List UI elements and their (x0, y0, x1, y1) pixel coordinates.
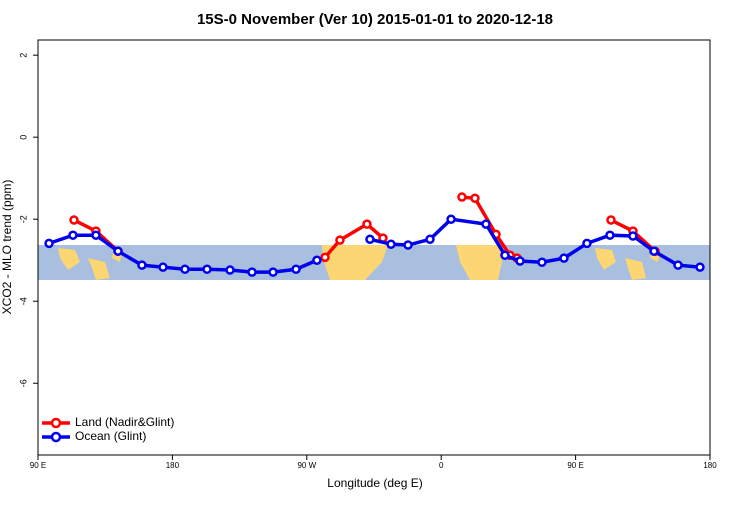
plot-frame (37, 39, 711, 456)
x-tick-label: 90 E (30, 461, 46, 470)
x-tick-label: 0 (439, 461, 444, 470)
legend-marker (50, 417, 62, 429)
data-point (225, 265, 235, 275)
data-point (649, 246, 659, 256)
data-point (91, 230, 101, 240)
data-point (312, 255, 322, 265)
data-point (320, 252, 330, 263)
data-point (457, 192, 467, 202)
data-point (606, 215, 616, 225)
data-point (180, 264, 190, 274)
data-point (69, 215, 79, 225)
chart-title: 15S-0 November (Ver 10) 2015-01-01 to 20… (197, 11, 553, 28)
data-point (68, 230, 78, 240)
data-point (158, 262, 168, 272)
legend-label: Land (Nadir&Glint) (75, 415, 174, 429)
data-point (537, 257, 547, 268)
data-point (515, 256, 525, 266)
data-point (582, 238, 592, 249)
data-point (425, 234, 435, 245)
data-point (362, 219, 372, 229)
y-tick-label: 0 (18, 135, 28, 140)
data-point (335, 235, 345, 245)
x-tick-label: 180 (703, 461, 717, 470)
data-point (202, 264, 212, 274)
data-point (247, 267, 257, 277)
data-point (365, 234, 375, 245)
x-tick-label: 180 (166, 461, 180, 470)
data-point (695, 262, 705, 272)
y-axis-label: XCO2 - MLO trend (ppm) (0, 180, 14, 315)
data-point (291, 264, 301, 274)
data-point (559, 253, 569, 263)
y-tick-label: -6 (18, 379, 28, 387)
legend-marker (50, 431, 62, 443)
data-point (44, 238, 54, 249)
data-point (470, 193, 480, 204)
continents (58, 245, 660, 280)
data-point (386, 239, 396, 249)
data-point (446, 214, 456, 224)
data-point (628, 231, 638, 241)
y-tick-label: -4 (18, 297, 28, 305)
data-point (481, 219, 491, 229)
x-tick-label: 90 W (297, 461, 316, 470)
data-point (673, 260, 683, 270)
data-point (137, 260, 147, 270)
data-point (403, 240, 413, 250)
x-axis-label: Longitude (deg E) (327, 476, 422, 490)
x-tick-label: 90 E (567, 461, 583, 470)
legend-label: Ocean (Glint) (75, 429, 146, 443)
y-tick-label: 2 (18, 53, 28, 58)
data-point (113, 246, 123, 256)
data-point (500, 250, 510, 261)
data-point (268, 267, 278, 277)
data-point (605, 230, 615, 240)
y-tick-label: -2 (18, 215, 28, 223)
